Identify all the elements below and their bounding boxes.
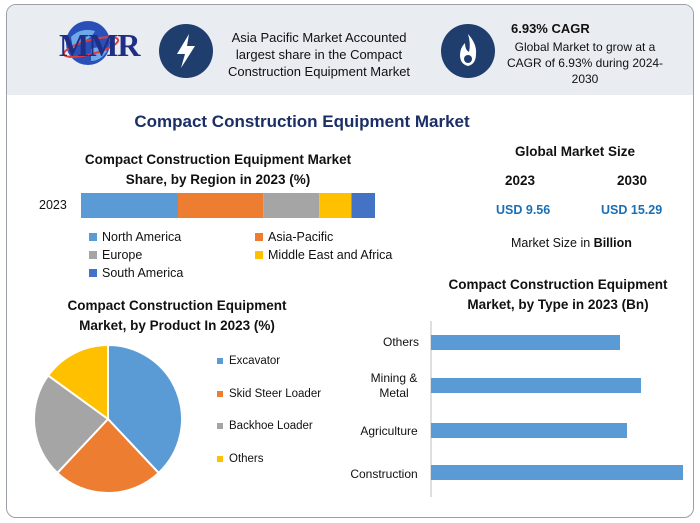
- category-others: Others: [382, 335, 419, 349]
- type-bar-0: [431, 335, 620, 350]
- value-2030: USD 15.29: [601, 203, 663, 217]
- lightning-icon: [177, 34, 195, 68]
- legend-label: Skid Steer Loader: [229, 388, 322, 400]
- legend-europe: Europe: [89, 248, 142, 262]
- region-bar-chart: [81, 193, 375, 218]
- legend-north-america: North America: [89, 230, 181, 244]
- swatch-europe: [89, 251, 97, 259]
- legend-skid-steer: Skid Steer Loader: [217, 388, 321, 400]
- swatch-asia-pacific: [255, 233, 263, 241]
- category-mining-metal: Mining & Metal: [370, 371, 418, 400]
- year-2023-label: 2023: [505, 173, 536, 188]
- type-bar-2: [431, 423, 627, 438]
- legend-label: Asia-Pacific: [268, 230, 334, 244]
- legend-label: Backhoe Loader: [229, 420, 313, 432]
- year-2030-label: 2030: [617, 173, 648, 188]
- legend-excavator: Excavator: [217, 355, 280, 367]
- main-title: Compact Construction Equipment Market: [134, 112, 470, 131]
- category-agriculture: Agriculture: [360, 424, 418, 438]
- category-construction: Construction: [350, 467, 418, 481]
- legend-label: South America: [102, 266, 184, 280]
- note-prefix: Market Size in: [511, 236, 594, 250]
- market-size-note: Market Size in Billion: [511, 236, 632, 250]
- product-chart-title: Compact Construction Equipment Market, b…: [67, 298, 287, 333]
- region-year-label: 2023: [39, 198, 67, 212]
- swatch-others: [217, 456, 223, 462]
- swatch-south-america: [89, 269, 97, 277]
- legend-label: Europe: [102, 248, 143, 262]
- flame-circle: [441, 24, 495, 78]
- region-segment-4: [351, 193, 375, 218]
- legend-label: Others: [229, 453, 264, 465]
- pie-slice-3: [46, 343, 109, 421]
- pie-slice-0: [107, 343, 183, 475]
- swatch-north-america: [89, 233, 97, 241]
- type-bar-3: [431, 465, 683, 480]
- header-band: MMR Asia Pacific Market Accounted larges…: [7, 5, 693, 95]
- region-segment-0: [81, 193, 179, 218]
- region-chart-title: Compact Construction Equipment Market Sh…: [84, 152, 352, 187]
- legend-south-america: South America: [89, 266, 183, 280]
- cagr-text: Global Market to grow at a CAGR of 6.93%…: [506, 40, 664, 86]
- apac-share-text: Asia Pacific Market Accounted largest sh…: [227, 30, 411, 79]
- infographic-frame: MMR Asia Pacific Market Accounted larges…: [6, 4, 694, 518]
- cagr-title: 6.93% CAGR: [511, 21, 590, 36]
- legend-asia-pacific: Asia-Pacific: [255, 230, 333, 244]
- swatch-backhoe: [217, 423, 223, 429]
- region-segment-3: [319, 193, 352, 218]
- region-segment-2: [263, 193, 320, 218]
- swatch-skid-steer: [217, 391, 223, 397]
- market-size-title: Global Market Size: [514, 144, 636, 159]
- pie-slice-1: [55, 417, 161, 494]
- type-chart-title: Compact Construction Equipment Market, b…: [448, 277, 668, 312]
- value-2023: USD 9.56: [496, 203, 551, 217]
- logo-text: MMR: [59, 27, 141, 63]
- type-bar-1: [431, 378, 641, 393]
- legend-label: North America: [102, 230, 182, 244]
- legend-label: Middle East and Africa: [268, 248, 393, 262]
- legend-others: Others: [217, 453, 264, 465]
- note-unit: Billion: [593, 236, 632, 250]
- globe-logo-icon: [62, 21, 120, 65]
- type-bar-chart: [430, 321, 683, 497]
- swatch-middle-east-africa: [255, 251, 263, 259]
- product-pie-chart: [33, 343, 183, 494]
- legend-label: Excavator: [229, 355, 281, 367]
- region-segment-1: [178, 193, 264, 218]
- flame-icon: [460, 34, 477, 66]
- legend-middle-east-africa: Middle East and Africa: [255, 248, 392, 262]
- swatch-excavator: [217, 358, 223, 364]
- legend-backhoe: Backhoe Loader: [217, 420, 313, 432]
- lightning-circle: [159, 24, 213, 78]
- pie-slice-2: [33, 374, 110, 475]
